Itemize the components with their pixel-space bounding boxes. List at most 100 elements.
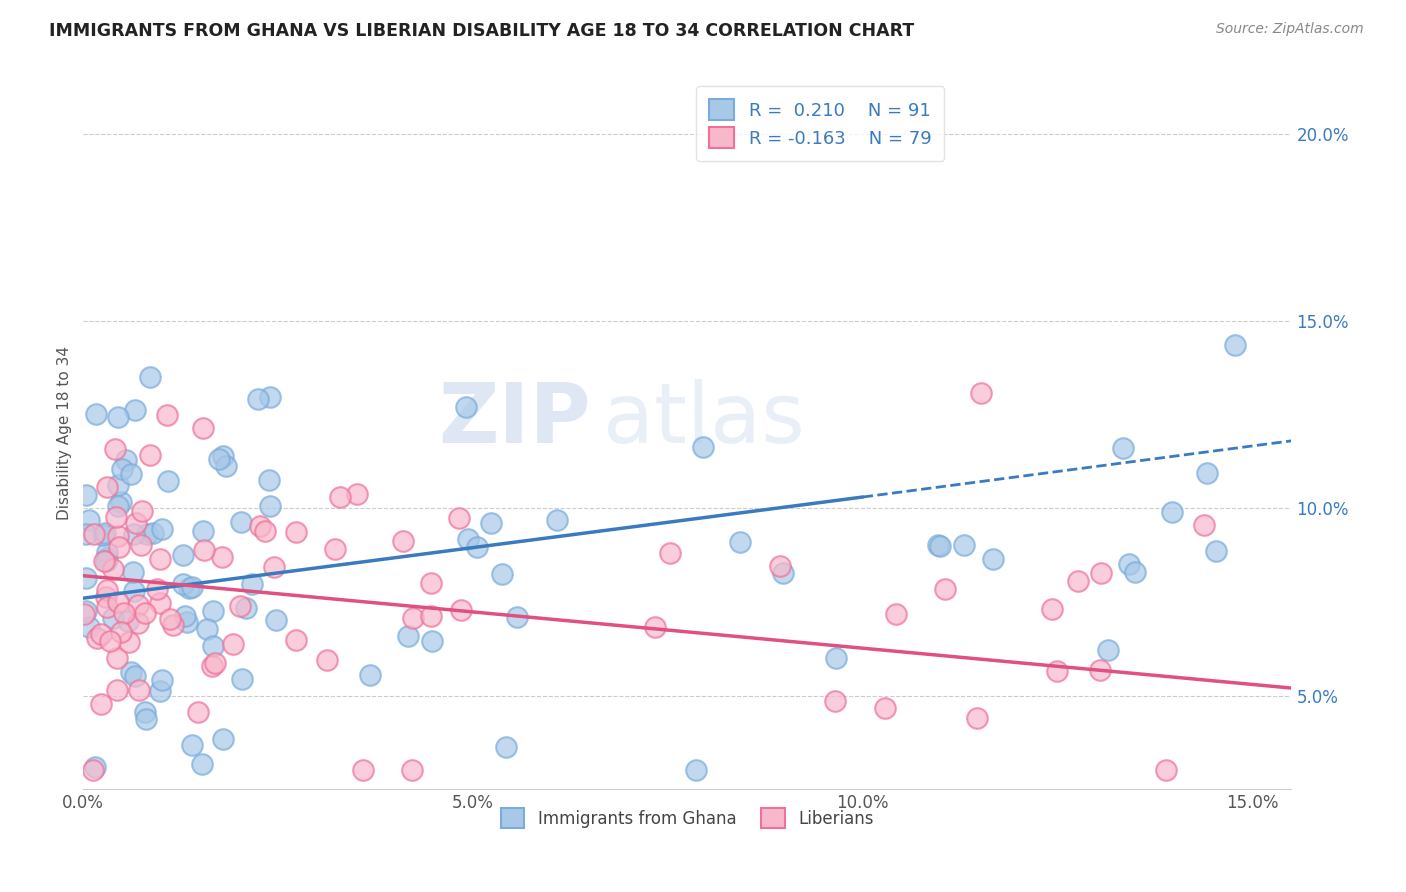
Point (134, 705, 156, 719)
Point (127, 598, 149, 612)
Point (953, 538, 976, 552)
Point (685, 764, 707, 778)
Point (124, 669, 146, 683)
Point (1088, 663, 1111, 677)
Point (193, 524, 215, 538)
Point (263, 559, 285, 574)
Point (117, 615, 139, 629)
Point (1097, 643, 1119, 657)
Point (215, 459, 238, 474)
Point (658, 546, 681, 560)
Point (94, 526, 117, 541)
Point (150, 522, 173, 536)
Point (139, 448, 162, 462)
Point (884, 607, 907, 621)
Point (104, 442, 127, 456)
Point (101, 562, 124, 576)
Point (172, 548, 194, 562)
Point (90, 698, 112, 712)
Point (449, 510, 471, 524)
Point (103, 611, 125, 625)
Point (1225, 338, 1247, 352)
Point (457, 532, 479, 546)
Point (352, 764, 374, 778)
Point (73, 607, 96, 621)
Point (1205, 544, 1227, 558)
Point (118, 635, 141, 649)
Point (934, 582, 956, 596)
Point (135, 712, 157, 726)
Point (134, 606, 156, 620)
Point (454, 400, 477, 414)
Point (325, 542, 347, 557)
Point (149, 684, 172, 698)
Point (84, 759, 107, 773)
Point (264, 613, 287, 627)
Point (131, 504, 153, 518)
Point (491, 567, 513, 582)
Point (84, 407, 107, 421)
Point (195, 622, 218, 636)
Point (1040, 602, 1063, 616)
Point (201, 604, 224, 618)
Point (257, 473, 280, 487)
Point (346, 487, 368, 501)
Point (96, 599, 118, 614)
Point (162, 618, 184, 632)
Point (96, 480, 118, 494)
Point (193, 543, 215, 558)
Point (329, 490, 352, 504)
Point (202, 639, 225, 653)
Point (928, 539, 950, 553)
Point (96, 591, 118, 605)
Point (187, 705, 209, 719)
Point (75, 527, 97, 541)
Point (211, 550, 233, 565)
Point (83, 526, 105, 541)
Point (86, 632, 108, 646)
Point (136, 526, 159, 541)
Point (229, 599, 252, 613)
Point (259, 390, 281, 404)
Point (824, 693, 846, 707)
Point (96, 554, 118, 568)
Point (105, 651, 128, 665)
Text: IMMIGRANTS FROM GHANA VS LIBERIAN DISABILITY AGE 18 TO 34 CORRELATION CHART: IMMIGRANTS FROM GHANA VS LIBERIAN DISABI… (49, 22, 914, 40)
Point (481, 516, 503, 530)
Point (124, 403, 146, 417)
Point (96, 545, 118, 559)
Point (1046, 664, 1069, 678)
Point (180, 738, 202, 752)
Point (75, 488, 97, 502)
Point (1067, 574, 1090, 588)
Point (150, 673, 173, 687)
Text: Source: ZipAtlas.com: Source: ZipAtlas.com (1216, 22, 1364, 37)
Point (420, 576, 443, 591)
Point (1154, 764, 1177, 778)
Point (927, 538, 949, 552)
Point (149, 551, 172, 566)
Point (128, 682, 150, 697)
Point (107, 499, 129, 513)
Point (145, 582, 167, 597)
Point (107, 529, 129, 543)
Point (981, 552, 1004, 566)
Point (969, 386, 991, 401)
Point (129, 538, 152, 552)
Point (111, 461, 134, 475)
Point (467, 540, 489, 554)
Point (105, 509, 128, 524)
Point (396, 629, 419, 643)
Point (231, 672, 253, 686)
Point (1160, 505, 1182, 519)
Point (110, 495, 132, 509)
Point (769, 558, 792, 573)
Point (420, 634, 443, 648)
Point (235, 600, 257, 615)
Point (246, 392, 269, 407)
Point (115, 453, 138, 467)
Point (419, 609, 441, 624)
Point (174, 609, 197, 624)
Point (82, 764, 104, 778)
Point (1192, 518, 1215, 533)
